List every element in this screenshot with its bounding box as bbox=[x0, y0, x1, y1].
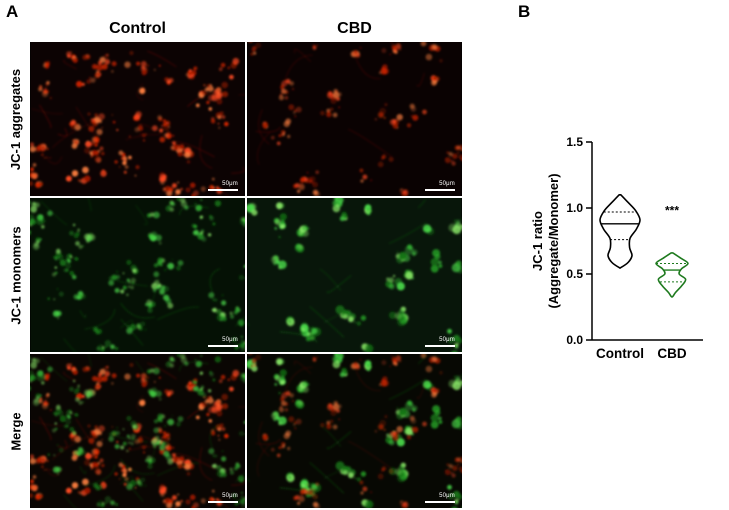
fluorescence-image bbox=[247, 354, 462, 508]
micrograph-merge-cbd: 50μm bbox=[247, 354, 462, 508]
x-tick-label-control: Control bbox=[596, 346, 644, 361]
row-label-merge: Merge bbox=[5, 354, 27, 508]
y-tick-label: 1.5 bbox=[566, 135, 583, 149]
scale-bar-label: 50μm bbox=[222, 493, 238, 499]
micrograph-aggregates-control: 50μm bbox=[30, 42, 245, 196]
scale-bar-line bbox=[208, 189, 238, 191]
scale-bar-line bbox=[208, 501, 238, 503]
scale-bar-label: 50μm bbox=[222, 337, 238, 343]
scale-bar-label: 50μm bbox=[222, 181, 238, 187]
row-label-jc1-monomers: JC-1 monomers bbox=[5, 198, 27, 352]
fluorescence-image bbox=[247, 198, 462, 352]
micrograph-merge-control: 50μm bbox=[30, 354, 245, 508]
scale-bar-line bbox=[208, 345, 238, 347]
column-header-cbd: CBD bbox=[337, 20, 372, 37]
y-tick-label: 1.0 bbox=[566, 201, 583, 215]
scale-bar: 50μm bbox=[425, 337, 455, 347]
fluorescence-image bbox=[30, 354, 245, 508]
row-label-text: JC-1 monomers bbox=[8, 225, 24, 325]
panel-a-label: A bbox=[6, 2, 19, 21]
y-tick-label: 0.0 bbox=[566, 333, 583, 347]
violin-control bbox=[599, 194, 641, 269]
scale-bar-line bbox=[425, 345, 455, 347]
fluorescence-image bbox=[30, 198, 245, 352]
row-label-text: JC-1 aggregates bbox=[8, 68, 24, 170]
scale-bar: 50μm bbox=[425, 493, 455, 503]
significance-stars: *** bbox=[665, 204, 679, 218]
micrograph-grid: 50μm 50μm 50μm 50μm bbox=[30, 42, 462, 508]
column-header-control: Control bbox=[109, 20, 166, 37]
scale-bar-label: 50μm bbox=[439, 181, 455, 187]
y-tick-label: 0.5 bbox=[566, 267, 583, 281]
scale-bar: 50μm bbox=[208, 493, 238, 503]
scale-bar: 50μm bbox=[208, 337, 238, 347]
scale-bar: 50μm bbox=[208, 181, 238, 191]
scale-bar-line bbox=[425, 189, 455, 191]
row-label-jc1-aggregates: JC-1 aggregates bbox=[5, 42, 27, 196]
micrograph-monomers-control: 50μm bbox=[30, 198, 245, 352]
violin-cbd bbox=[655, 252, 689, 298]
scale-bar-label: 50μm bbox=[439, 493, 455, 499]
y-axis-title: JC-1 ratio bbox=[530, 211, 545, 271]
scale-bar: 50μm bbox=[425, 181, 455, 191]
x-tick-label-cbd: CBD bbox=[657, 346, 686, 361]
fluorescence-image bbox=[247, 42, 462, 196]
panel-b-label: B bbox=[518, 2, 531, 21]
violin-chart: 0.0 0.5 1.0 1.5 JC-1 ratio (Aggregate/Monomer… bbox=[530, 135, 703, 361]
scale-bar-label: 50μm bbox=[439, 337, 455, 343]
y-axis-title: (Aggregate/Monomer) bbox=[546, 173, 561, 308]
micrograph-aggregates-cbd: 50μm bbox=[247, 42, 462, 196]
row-label-text: Merge bbox=[8, 411, 24, 451]
micrograph-monomers-cbd: 50μm bbox=[247, 198, 462, 352]
scale-bar-line bbox=[425, 501, 455, 503]
fluorescence-image bbox=[30, 42, 245, 196]
